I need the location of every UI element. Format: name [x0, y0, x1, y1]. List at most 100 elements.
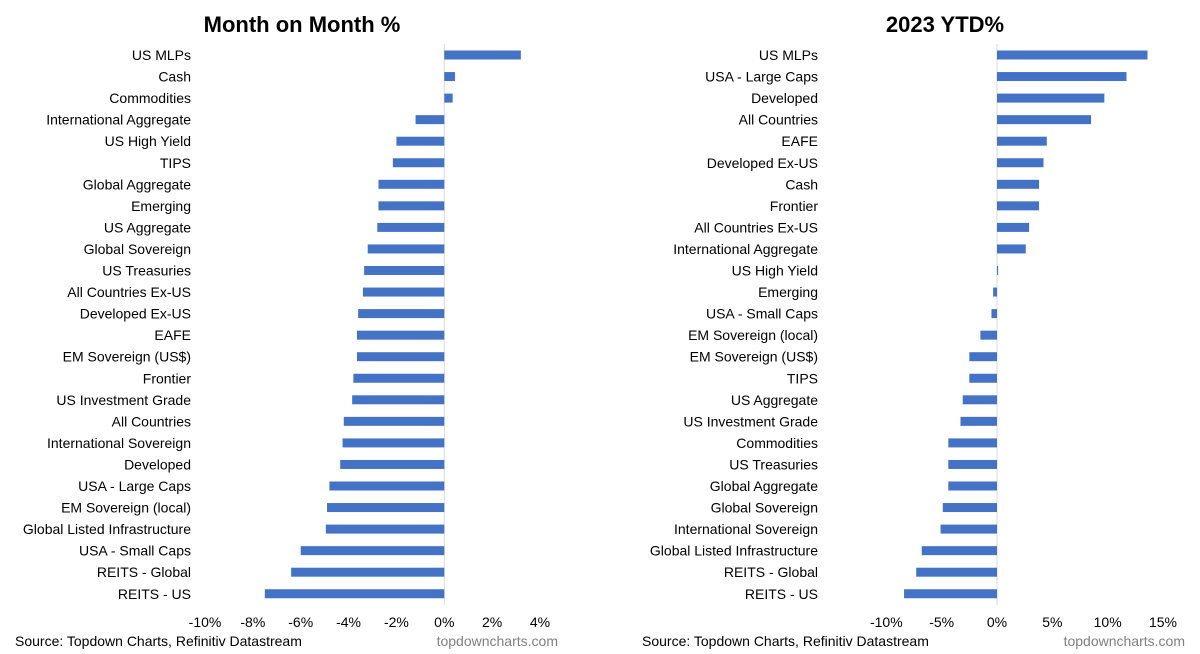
bar: [948, 481, 997, 491]
x-tick-label: -5%: [929, 614, 954, 630]
category-label: Global Listed Infrastructure: [650, 543, 818, 559]
bar: [378, 179, 445, 189]
bar: [444, 50, 521, 60]
bar: [396, 136, 445, 146]
bar: [340, 459, 445, 469]
bar: [942, 503, 997, 513]
category-label: US MLPs: [759, 47, 818, 63]
bar: [997, 93, 1105, 103]
category-label: International Aggregate: [46, 112, 191, 128]
category-label: Global Aggregate: [83, 176, 191, 192]
x-tick-label: -10%: [189, 614, 222, 630]
bar: [997, 266, 999, 275]
bar: [904, 589, 997, 599]
x-tick-label: 0%: [434, 614, 454, 630]
category-label: Emerging: [131, 198, 191, 214]
category-label: EAFE: [154, 327, 191, 343]
bar: [997, 179, 1040, 189]
category-label: USA - Small Caps: [79, 543, 191, 559]
category-label: Developed Ex-US: [707, 155, 818, 171]
category-label: Global Sovereign: [711, 500, 818, 516]
category-label: International Aggregate: [673, 241, 818, 257]
category-label: International Sovereign: [674, 521, 818, 537]
bar: [444, 72, 456, 82]
x-tick-label: 15%: [1149, 614, 1177, 630]
category-label: US Aggregate: [104, 219, 191, 235]
bar: [948, 459, 997, 469]
chart-title: Month on Month %: [204, 12, 401, 37]
category-label: Commodities: [109, 90, 191, 106]
category-label: REITS - Global: [724, 564, 818, 580]
bar: [997, 72, 1127, 82]
category-label: International Sovereign: [47, 435, 191, 451]
bar: [962, 395, 997, 405]
bar: [997, 136, 1047, 146]
bar: [997, 222, 1030, 232]
category-label: Global Aggregate: [710, 478, 818, 494]
bar: [980, 330, 997, 340]
category-label: All Countries: [739, 112, 818, 128]
x-tick-label: 0%: [987, 614, 1007, 630]
bar: [300, 546, 445, 556]
bar: [356, 352, 445, 362]
category-label: Developed Ex-US: [80, 306, 191, 322]
category-label: USA - Small Caps: [706, 306, 818, 322]
watermark-left: topdowncharts.com: [437, 633, 558, 649]
bar: [916, 567, 997, 577]
category-label: USA - Large Caps: [78, 478, 191, 494]
bar: [997, 50, 1148, 60]
bar: [364, 266, 445, 275]
category-label: EM Sovereign (US$): [63, 349, 191, 365]
bar: [997, 115, 1092, 125]
bar: [960, 416, 997, 426]
category-label: EM Sovereign (US$): [690, 349, 818, 365]
bar: [352, 395, 445, 405]
chart-month-on-month: Month on Month % US MLPs Cash Commodities In…: [23, 12, 550, 630]
bar: [415, 115, 445, 125]
category-label: Cash: [785, 176, 818, 192]
category-label: Developed: [124, 456, 191, 472]
bar: [921, 546, 997, 556]
category-label: REITS - Global: [97, 564, 191, 580]
category-label: EM Sovereign (local): [61, 500, 191, 516]
bar: [997, 158, 1044, 168]
bar: [343, 416, 445, 426]
bar: [991, 309, 997, 319]
x-tick-label: 4%: [530, 614, 550, 630]
bar: [392, 158, 445, 168]
category-label: US Investment Grade: [56, 392, 191, 408]
category-label: US High Yield: [732, 263, 818, 279]
category-label: US High Yield: [105, 133, 191, 149]
category-label: All Countries Ex-US: [694, 219, 818, 235]
bar: [377, 222, 445, 232]
bar: [969, 352, 997, 362]
category-label: REITS - US: [118, 586, 191, 602]
chart-2023-ytd: 2023 YTD% US MLPs USA - Large Caps Develope…: [650, 12, 1177, 630]
bar: [329, 481, 445, 491]
x-tick-label: -6%: [288, 614, 313, 630]
bar: [993, 287, 997, 297]
category-label: Emerging: [758, 284, 818, 300]
bar: [367, 244, 445, 254]
bar: [325, 524, 445, 534]
category-label: USA - Large Caps: [705, 69, 818, 85]
category-label: US Investment Grade: [683, 413, 818, 429]
category-label: US Aggregate: [731, 392, 818, 408]
category-label: Commodities: [736, 435, 818, 451]
bar: [948, 438, 997, 448]
category-label: EM Sovereign (local): [688, 327, 818, 343]
bar: [356, 330, 445, 340]
bar: [997, 201, 1040, 211]
bar: [940, 524, 997, 534]
category-label: US Treasuries: [102, 263, 191, 279]
category-label: Frontier: [143, 370, 192, 386]
bar: [264, 589, 445, 599]
bar: [997, 244, 1026, 254]
category-label: Global Listed Infrastructure: [23, 521, 191, 537]
source-note-left: Source: Topdown Charts, Refinitiv Datast…: [15, 633, 302, 649]
category-label: US Treasuries: [729, 456, 818, 472]
bar: [327, 503, 445, 513]
bar: [378, 201, 445, 211]
category-label: REITS - US: [745, 586, 818, 602]
